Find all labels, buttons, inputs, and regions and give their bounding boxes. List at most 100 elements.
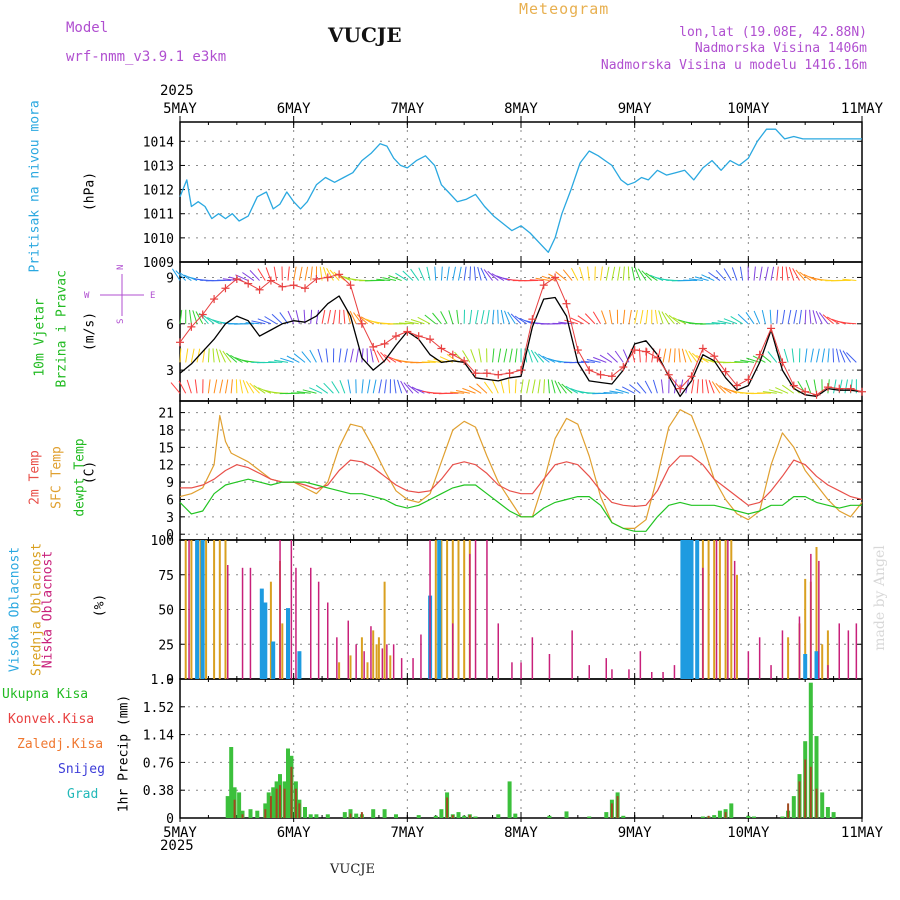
wind-arrow [303, 309, 306, 324]
wind-arrow [673, 379, 677, 394]
cloud-low-bar [810, 553, 812, 679]
precip-total-bar [729, 803, 734, 818]
cloud-mid-bar [372, 630, 375, 679]
wind-arrow [537, 353, 550, 363]
cloud-mid-bar [440, 540, 443, 679]
wind-arrow [249, 382, 260, 394]
precip-total-bar [831, 812, 836, 818]
wind-arrow [664, 312, 675, 325]
wind-arrow [599, 354, 613, 363]
wind-arrow [346, 310, 351, 324]
wind-arrow [842, 322, 857, 325]
wind-arrow [179, 348, 182, 363]
wind-arrow [715, 269, 726, 281]
wind-arrow [565, 385, 579, 394]
wind-arrow [746, 357, 760, 363]
wind-arrow [194, 379, 198, 394]
temperature-ytick-label: 21 [158, 407, 174, 422]
wind-arrow [426, 266, 431, 281]
model-elevation-label: Nadmorska Visina u modelu 1416.16m [600, 58, 867, 73]
cloud-high-bar [200, 540, 205, 679]
wind-arrow [534, 351, 545, 363]
cloud-mid-bar [724, 540, 727, 679]
cloud-low-bar [295, 567, 297, 679]
wind-arrow [761, 309, 766, 324]
wind-arrow [668, 348, 672, 363]
wind-arrow [462, 387, 476, 394]
wind-arrow [347, 379, 351, 394]
cloud-ytick-label: 75 [158, 569, 174, 584]
cloud-mid-bar [736, 574, 738, 680]
precip-conv-bar [724, 812, 727, 818]
cloud-low-bar [611, 669, 613, 679]
precip-ytick-label: 0.38 [143, 784, 174, 799]
page-title: VUCJE [328, 23, 402, 47]
precip-total-bar [342, 812, 347, 818]
wind-arrow [711, 322, 726, 325]
cloud-low-bar [651, 672, 653, 679]
wind-arrow [327, 309, 331, 324]
wind-arrow [293, 353, 306, 363]
wind-arrow [185, 348, 189, 363]
temperature-ytick-label: 3 [166, 511, 174, 526]
cloud-low-bar [310, 567, 312, 679]
cloud-low-bar [355, 644, 357, 680]
wind-arrow [660, 379, 664, 394]
wind-arrow [476, 383, 488, 394]
cloud-low-bar [452, 623, 454, 679]
cloud-low-bar [702, 567, 704, 679]
precip-conv-bar [275, 788, 278, 818]
bottom-date-label: 9MAY [618, 825, 652, 841]
cloud-low-bar [605, 658, 607, 679]
precip-total-bar [271, 787, 276, 818]
wind-arrow [486, 309, 490, 324]
wind-arrow [775, 387, 789, 394]
precip-total-bar [621, 815, 626, 818]
cloud-high-bar [271, 641, 276, 679]
cloud-low-bar [400, 658, 403, 679]
wind-arrow [629, 384, 641, 394]
wind-arrow [326, 268, 334, 281]
precip-total-bar [564, 811, 569, 818]
wind-arrow [658, 310, 664, 324]
wind-arrow [798, 309, 802, 324]
wind-arrow [577, 315, 590, 325]
cloud-mid-bar [718, 540, 721, 679]
wind-arrow [645, 309, 649, 324]
cloud-low-bar [715, 540, 718, 679]
wind-arrow [605, 266, 610, 281]
cloud-low-bar [363, 651, 365, 679]
precip-conv-bar [283, 788, 286, 818]
wind-arrow [483, 269, 493, 281]
precip-conv-bar [809, 766, 812, 818]
wind-arrow [752, 355, 766, 363]
precip-conv-bar [798, 781, 801, 818]
wind-arrow [296, 391, 311, 394]
wind-arrow [762, 391, 777, 394]
wind-arrow [723, 318, 738, 325]
wind-arrow [400, 380, 408, 394]
wind-arrow [661, 311, 670, 325]
precip-conv-bar [451, 815, 454, 818]
pressure-ytick-label: 1012 [143, 184, 174, 199]
cloud-low-bar [370, 626, 372, 679]
wind-arrow [370, 348, 374, 363]
wind-arrow [793, 309, 797, 324]
wind-arrow [842, 278, 857, 282]
cloud-mid-bar [383, 581, 386, 679]
cloud-mid-bar [213, 540, 216, 679]
wind-arrow [353, 312, 363, 325]
precip-hail-label: Grad [67, 787, 99, 802]
wind-arrow [782, 384, 795, 394]
bottom-axis-year: 2025 [160, 838, 194, 854]
top-date-label: 9MAY [618, 101, 652, 117]
wind-arrow [373, 349, 380, 363]
wind-arrow [469, 266, 471, 281]
wind-arrow [815, 310, 823, 324]
elevation-label: Nadmorska Visina 1406m [694, 41, 867, 56]
precip-frz-label: Zaledj.Kisa [17, 737, 104, 752]
cloud-ytick-label: 25 [158, 638, 174, 653]
wind-arrow [673, 348, 676, 363]
wind-arrow [701, 274, 715, 281]
